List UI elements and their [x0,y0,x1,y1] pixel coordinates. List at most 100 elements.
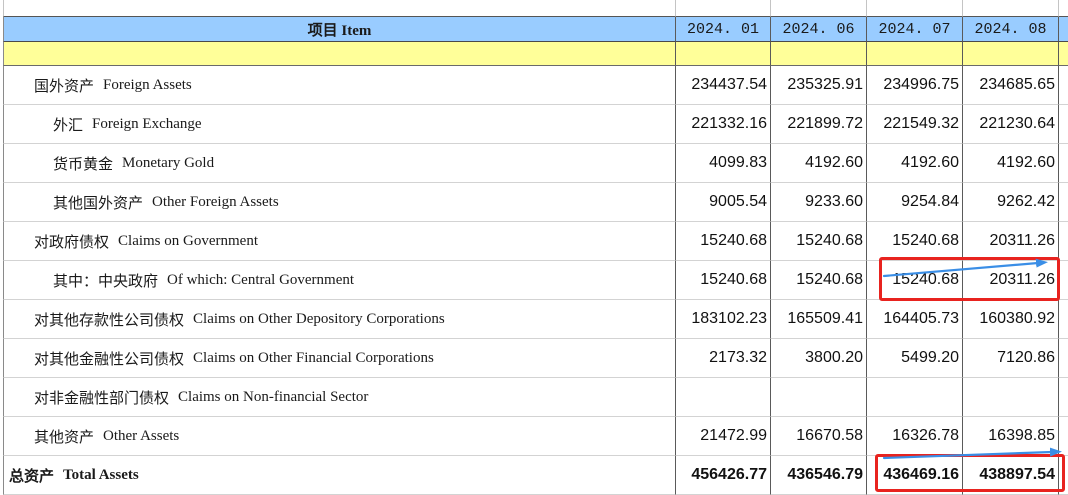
spare-header-cell [1059,17,1068,42]
value-cell-2024-01: 221332.16 [676,105,771,144]
value-cell-2024-07: 15240.68 [867,222,963,261]
table-row-other-foreign-assets: 其他国外资产 Other Foreign Assets 9005.54 9233.… [3,183,1068,222]
column-header-2024-01: 2024. 01 [676,17,771,42]
value-cell-2024-06: 436546.79 [771,456,867,495]
sheet-top-row [3,0,1068,17]
value-cell-2024-07: 5499.20 [867,339,963,378]
value-cell-2024-07: 16326.78 [867,417,963,456]
table-row-claims-on-government: 对政府债权 Claims on Government 15240.68 15240… [3,222,1068,261]
grid-cell [1059,0,1068,17]
spare-cell [1059,378,1068,417]
value-cell-2024-01: 456426.77 [676,456,771,495]
value-cell-2024-08: 234685.65 [963,66,1059,105]
subheader-row [3,42,1068,66]
value-cell-2024-07: 9254.84 [867,183,963,222]
row-label: 对非金融性部门债权 Claims on Non-financial Sector [3,378,676,417]
grid-cell [963,0,1059,17]
table-row-claims-on-non-financial-sector: 对非金融性部门债权 Claims on Non-financial Sector [3,378,1068,417]
spare-cell [1059,300,1068,339]
spare-cell [1059,144,1068,183]
subheader-cell [771,42,867,66]
table-row-other-assets: 其他资产 Other Assets 21472.99 16670.58 16326… [3,417,1068,456]
spare-cell [1059,66,1068,105]
value-cell-2024-01 [676,378,771,417]
row-label-en: Monetary Gold [122,154,215,171]
row-label-cn: 对其他金融性公司债权 [34,351,185,368]
table-header-row: 项目 Item 2024. 01 2024. 06 2024. 07 2024.… [3,17,1068,42]
value-cell-2024-01: 4099.83 [676,144,771,183]
spare-cell [1059,339,1068,378]
spare-cell [1059,222,1068,261]
spare-cell [1059,105,1068,144]
row-label-cn: 货币黄金 [53,156,114,173]
row-label-cn: 其他国外资产 [53,195,144,212]
table-row-claims-on-other-financial-corporations: 对其他金融性公司债权 Claims on Other Financial Corp… [3,339,1068,378]
row-label: 其他资产 Other Assets [3,417,676,456]
row-label-cn: 对其他存款性公司债权 [34,312,185,329]
value-cell-2024-06: 3800.20 [771,339,867,378]
table-row-foreign-exchange: 外汇 Foreign Exchange 221332.16 221899.72 2… [3,105,1068,144]
row-label-cn: 其他资产 [34,429,95,446]
row-label-en: Other Foreign Assets [152,193,279,210]
value-cell-2024-06 [771,378,867,417]
row-label: 总资产 Total Assets [3,456,676,495]
value-cell-2024-01: 15240.68 [676,222,771,261]
value-cell-2024-07: 164405.73 [867,300,963,339]
value-cell-2024-08: 160380.92 [963,300,1059,339]
column-header-2024-06: 2024. 06 [771,17,867,42]
row-label: 其他国外资产 Other Foreign Assets [3,183,676,222]
value-cell-2024-08 [963,378,1059,417]
row-label: 国外资产 Foreign Assets [3,66,676,105]
row-label-cn: 对政府债权 [34,234,110,251]
highlight-box-total-assets [875,454,1065,492]
subheader-cell [963,42,1059,66]
value-cell-2024-01: 183102.23 [676,300,771,339]
value-cell-2024-06: 16670.58 [771,417,867,456]
value-cell-2024-01: 9005.54 [676,183,771,222]
value-cell-2024-06: 4192.60 [771,144,867,183]
subheader-cell [676,42,771,66]
row-label: 其中：中央政府 Of which: Central Government [3,261,676,300]
value-cell-2024-08: 7120.86 [963,339,1059,378]
value-cell-2024-08: 9262.42 [963,183,1059,222]
grid-cell [771,0,867,17]
table-row-total-assets: 总资产 Total Assets 456426.77 436546.79 4364… [3,456,1068,495]
grid-cell [676,0,771,17]
value-cell-2024-01: 2173.32 [676,339,771,378]
column-header-item: 项目 Item [3,17,676,42]
value-cell-2024-06: 165509.41 [771,300,867,339]
value-cell-2024-06: 15240.68 [771,222,867,261]
row-label-en: Total Assets [63,466,139,483]
row-label: 对其他金融性公司债权 Claims on Other Financial Corp… [3,339,676,378]
row-label-cn: 国外资产 [34,78,95,95]
row-label-en: Claims on Other Financial Corporations [193,349,434,366]
row-label-cn: 对非金融性部门债权 [34,390,170,407]
value-cell-2024-08: 221230.64 [963,105,1059,144]
row-label-en: Foreign Assets [103,76,192,93]
value-cell-2024-06: 235325.91 [771,66,867,105]
table-row-claims-on-other-depository-corporations: 对其他存款性公司债权 Claims on Other Depository Cor… [3,300,1068,339]
row-label-en: Other Assets [103,427,180,444]
value-cell-2024-07: 221549.32 [867,105,963,144]
value-cell-2024-07: 234996.75 [867,66,963,105]
value-cell-2024-08: 4192.60 [963,144,1059,183]
row-label: 货币黄金 Monetary Gold [3,144,676,183]
value-cell-2024-07: 4192.60 [867,144,963,183]
spare-cell [1059,183,1068,222]
row-label: 对政府债权 Claims on Government [3,222,676,261]
spare-cell [1059,261,1068,300]
row-label-en: Foreign Exchange [92,115,202,132]
row-label-en: Claims on Government [118,232,258,249]
subheader-cell [867,42,963,66]
grid-cell [867,0,963,17]
row-label-cn: 外汇 [53,117,84,134]
row-label: 外汇 Foreign Exchange [3,105,676,144]
value-cell-2024-06: 9233.60 [771,183,867,222]
subheader-cell [3,42,676,66]
row-label-en: Of which: Central Government [167,271,355,288]
value-cell-2024-01: 234437.54 [676,66,771,105]
spare-cell [1059,417,1068,456]
row-label: 对其他存款性公司债权 Claims on Other Depository Cor… [3,300,676,339]
value-cell-2024-07 [867,378,963,417]
highlight-box-central-government [879,257,1060,301]
